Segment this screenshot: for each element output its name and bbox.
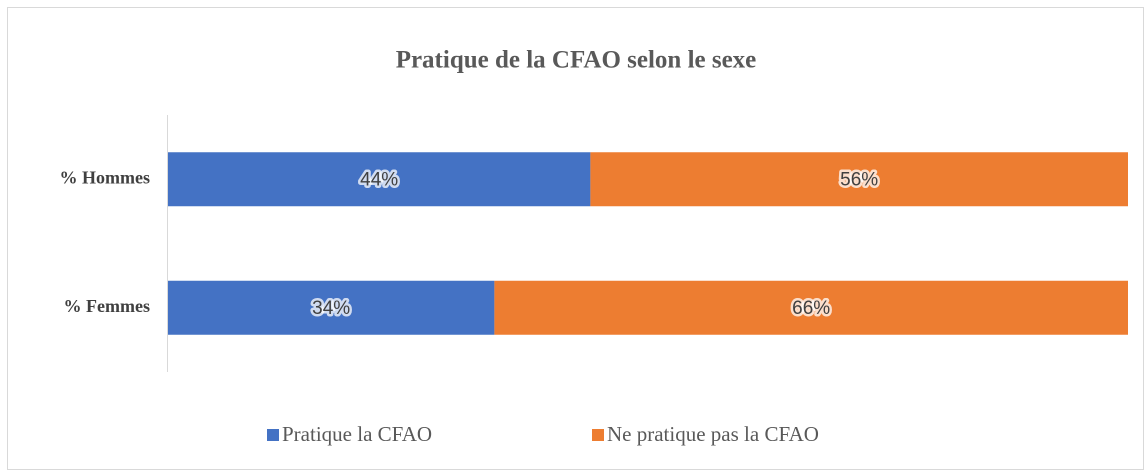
legend-swatch — [267, 429, 279, 441]
data-label: 66% — [792, 298, 830, 319]
legend-swatch — [592, 429, 604, 441]
legend-label: Ne pratique pas la CFAO — [607, 422, 819, 446]
data-label: 34% — [312, 298, 350, 319]
chart-title: Pratique de la CFAO selon le sexe — [396, 47, 757, 74]
legend-label: Pratique la CFAO — [282, 422, 432, 446]
y-tick-label: % Femmes — [64, 296, 150, 316]
bar-segment — [168, 280, 495, 335]
chart-border — [7, 7, 1144, 470]
bar-segment — [590, 152, 1128, 207]
bar-segment — [168, 152, 591, 207]
data-label: 44% — [360, 169, 398, 190]
data-label: 56% — [840, 169, 878, 190]
bar-segment — [494, 280, 1128, 335]
y-tick-label: % Hommes — [60, 167, 150, 187]
